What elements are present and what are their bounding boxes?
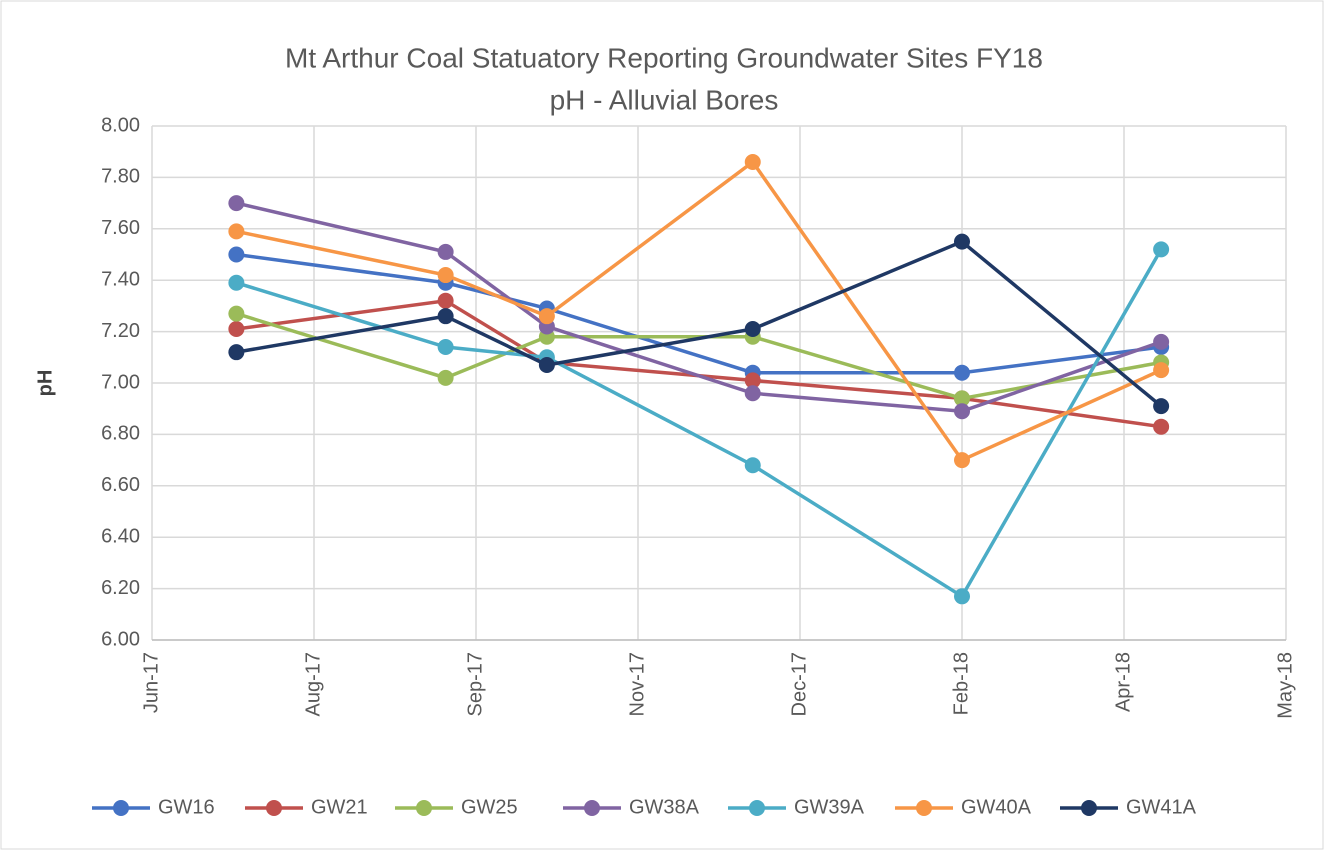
x-tick-label: Nov-17 — [626, 652, 648, 716]
y-tick-label: 6.80 — [101, 423, 140, 445]
x-tick-label: Aug-17 — [302, 652, 324, 717]
y-tick-label: 6.20 — [101, 577, 140, 599]
series-line — [236, 239, 1163, 408]
data-point — [954, 364, 970, 381]
data-point — [954, 403, 970, 420]
data-point — [437, 339, 454, 356]
y-tick-label: 8.00 — [101, 114, 140, 136]
data-point — [437, 308, 454, 325]
x-tick-label: Jun-17 — [140, 652, 162, 713]
legend-marker — [916, 800, 932, 816]
series-line — [236, 252, 1162, 375]
legend-label: GW21 — [311, 796, 368, 818]
legend-marker — [749, 800, 765, 816]
legend-marker — [266, 800, 282, 816]
data-point — [954, 233, 970, 250]
data-point — [1153, 333, 1170, 350]
data-point — [1153, 418, 1170, 435]
series-line — [236, 298, 1162, 429]
chart-subtitle: pH - Alluvial Bores — [550, 84, 779, 115]
data-point — [228, 274, 245, 291]
data-point — [744, 153, 761, 170]
y-tick-label: 7.80 — [101, 166, 140, 188]
data-point — [437, 267, 454, 284]
data-point — [538, 357, 555, 374]
data-point — [1153, 398, 1170, 415]
y-tick-label: 7.40 — [101, 268, 140, 290]
y-tick-label: 7.20 — [101, 320, 140, 342]
series-line — [236, 159, 1162, 463]
legend-label: GW16 — [158, 796, 215, 818]
legend-label: GW38A — [629, 796, 700, 818]
x-tick-label: Apr-18 — [1112, 652, 1134, 712]
y-tick-label: 7.00 — [101, 371, 140, 393]
data-point — [228, 344, 245, 361]
legend-marker — [584, 800, 600, 816]
legend-marker — [113, 800, 129, 816]
legend-label: GW40A — [961, 796, 1032, 818]
y-tick-label: 6.40 — [101, 525, 140, 547]
data-point — [228, 223, 245, 240]
series-line — [235, 248, 1163, 599]
data-point — [954, 452, 970, 469]
data-point — [1153, 241, 1170, 258]
y-tick-label: 6.60 — [101, 474, 140, 496]
series-line — [235, 201, 1162, 414]
data-point — [437, 369, 454, 386]
data-point — [437, 243, 454, 260]
data-point — [538, 308, 555, 325]
x-tick-label: Sep-17 — [464, 652, 486, 717]
data-point — [744, 385, 761, 402]
data-point — [744, 372, 761, 389]
data-point — [228, 321, 245, 338]
data-point — [228, 305, 245, 322]
y-tick-label: 7.60 — [101, 217, 140, 239]
data-point — [744, 321, 761, 338]
data-point — [954, 588, 970, 605]
x-tick-label: May-18 — [1274, 652, 1296, 719]
x-tick-label: Dec-17 — [788, 652, 810, 716]
data-point — [744, 457, 761, 474]
legend-label: GW25 — [461, 796, 518, 818]
data-point — [228, 246, 245, 263]
data-point — [954, 390, 970, 407]
legend-marker — [416, 800, 432, 816]
y-axis-label: pH — [34, 370, 56, 397]
x-tick-label: Feb-18 — [950, 652, 972, 715]
series-line — [235, 311, 1162, 401]
legend-label: GW39A — [794, 796, 865, 818]
chart-title: Mt Arthur Coal Statuatory Reporting Grou… — [285, 42, 1043, 73]
data-point — [437, 292, 454, 309]
data-point — [228, 195, 245, 212]
data-point — [1153, 362, 1170, 379]
legend-marker — [1081, 800, 1097, 816]
legend-label: GW41A — [1126, 796, 1197, 818]
y-tick-label: 6.00 — [101, 628, 140, 650]
